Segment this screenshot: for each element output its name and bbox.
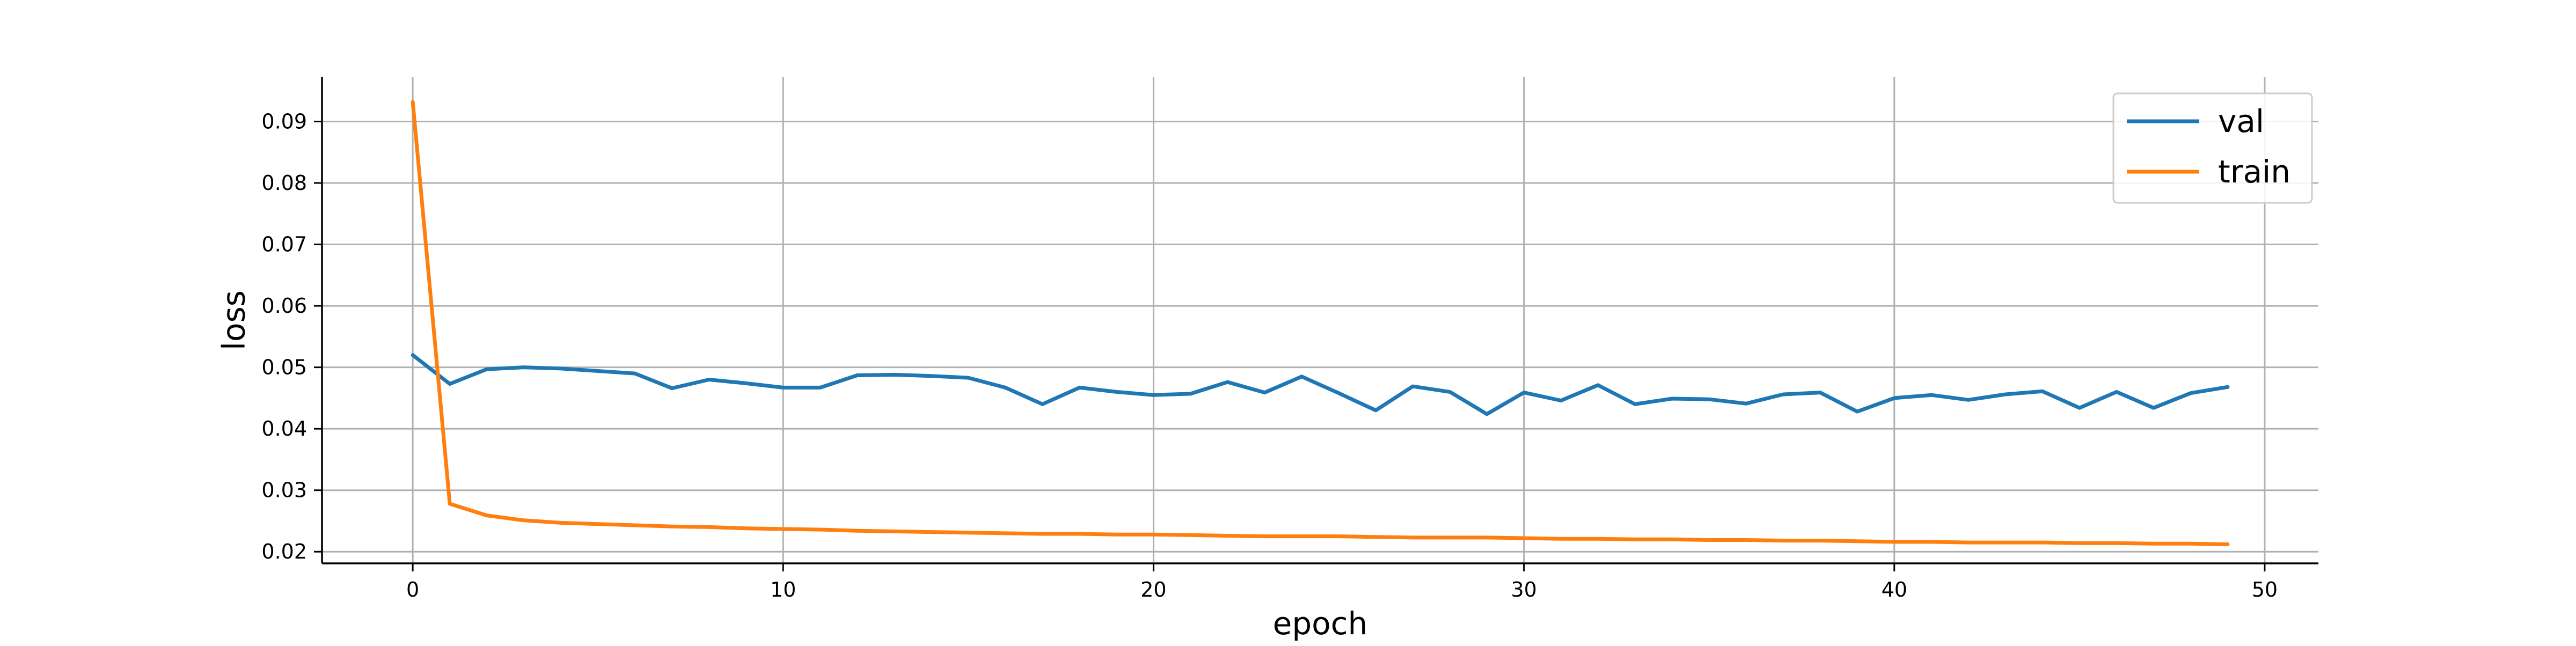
x-tick-label: 30 xyxy=(1511,578,1536,601)
x-tick-label: 0 xyxy=(406,578,419,601)
y-tick-label: 0.04 xyxy=(261,417,307,441)
x-tick-label: 10 xyxy=(770,578,796,601)
y-tick-label: 0.03 xyxy=(261,479,307,502)
x-tick-label: 40 xyxy=(1882,578,1907,601)
y-tick-label: 0.05 xyxy=(261,356,307,379)
series-lines xyxy=(411,100,2230,546)
y-tick-label: 0.09 xyxy=(261,109,307,133)
x-tick-label: 50 xyxy=(2252,578,2278,601)
legend: val train xyxy=(2112,92,2313,204)
x-tick-label: 20 xyxy=(1140,578,1166,601)
y-tick-label: 0.08 xyxy=(261,171,307,195)
y-tick-label: 0.07 xyxy=(261,233,307,256)
y-tick-label: 0.02 xyxy=(261,540,307,563)
series-line-val xyxy=(411,353,2230,416)
y-axis-title: loss xyxy=(215,290,252,350)
y-tick-label: 0.06 xyxy=(261,294,307,318)
legend-label-train: train xyxy=(2218,153,2290,190)
legend-label-val: val xyxy=(2218,103,2264,140)
series-line-train xyxy=(411,100,2230,546)
x-axis-title: epoch xyxy=(1273,605,1368,642)
grid-lines xyxy=(322,77,2318,563)
axes: 0 10 20 30 40 50 0.02 0.03 0.04 0.05 0.06 0.07 0.08 0… xyxy=(261,77,2318,601)
